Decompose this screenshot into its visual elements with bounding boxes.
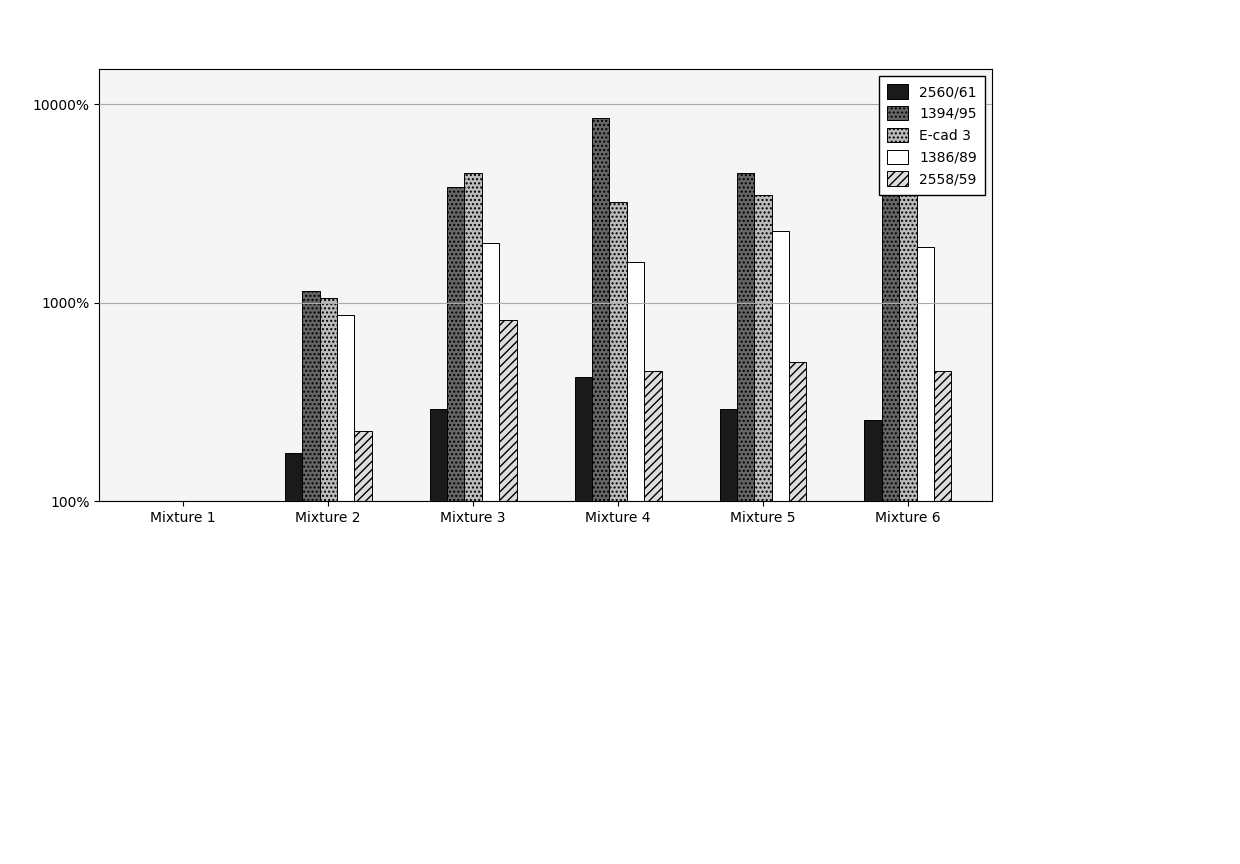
- Bar: [609, 202, 626, 864]
- Bar: [916, 247, 934, 864]
- Bar: [157, 501, 175, 864]
- Bar: [899, 194, 916, 864]
- Bar: [500, 320, 517, 864]
- Bar: [754, 194, 771, 864]
- Bar: [882, 169, 899, 864]
- Bar: [320, 298, 337, 864]
- Bar: [337, 314, 355, 864]
- Bar: [175, 501, 192, 864]
- Bar: [140, 501, 157, 864]
- Bar: [210, 501, 227, 864]
- Bar: [737, 173, 754, 864]
- Bar: [864, 421, 882, 864]
- Bar: [303, 290, 320, 864]
- Bar: [355, 431, 372, 864]
- Bar: [789, 362, 806, 864]
- Bar: [465, 173, 482, 864]
- Legend: 2560/61, 1394/95, E-cad 3, 1386/89, 2558/59: 2560/61, 1394/95, E-cad 3, 1386/89, 2558…: [879, 76, 985, 194]
- Bar: [448, 187, 465, 864]
- Bar: [429, 410, 448, 864]
- Bar: [574, 378, 591, 864]
- Bar: [482, 243, 500, 864]
- Bar: [771, 231, 789, 864]
- Bar: [626, 262, 644, 864]
- Bar: [644, 372, 662, 864]
- Bar: [719, 410, 737, 864]
- Bar: [591, 118, 609, 864]
- Bar: [934, 372, 951, 864]
- Bar: [192, 501, 210, 864]
- Bar: [285, 453, 303, 864]
